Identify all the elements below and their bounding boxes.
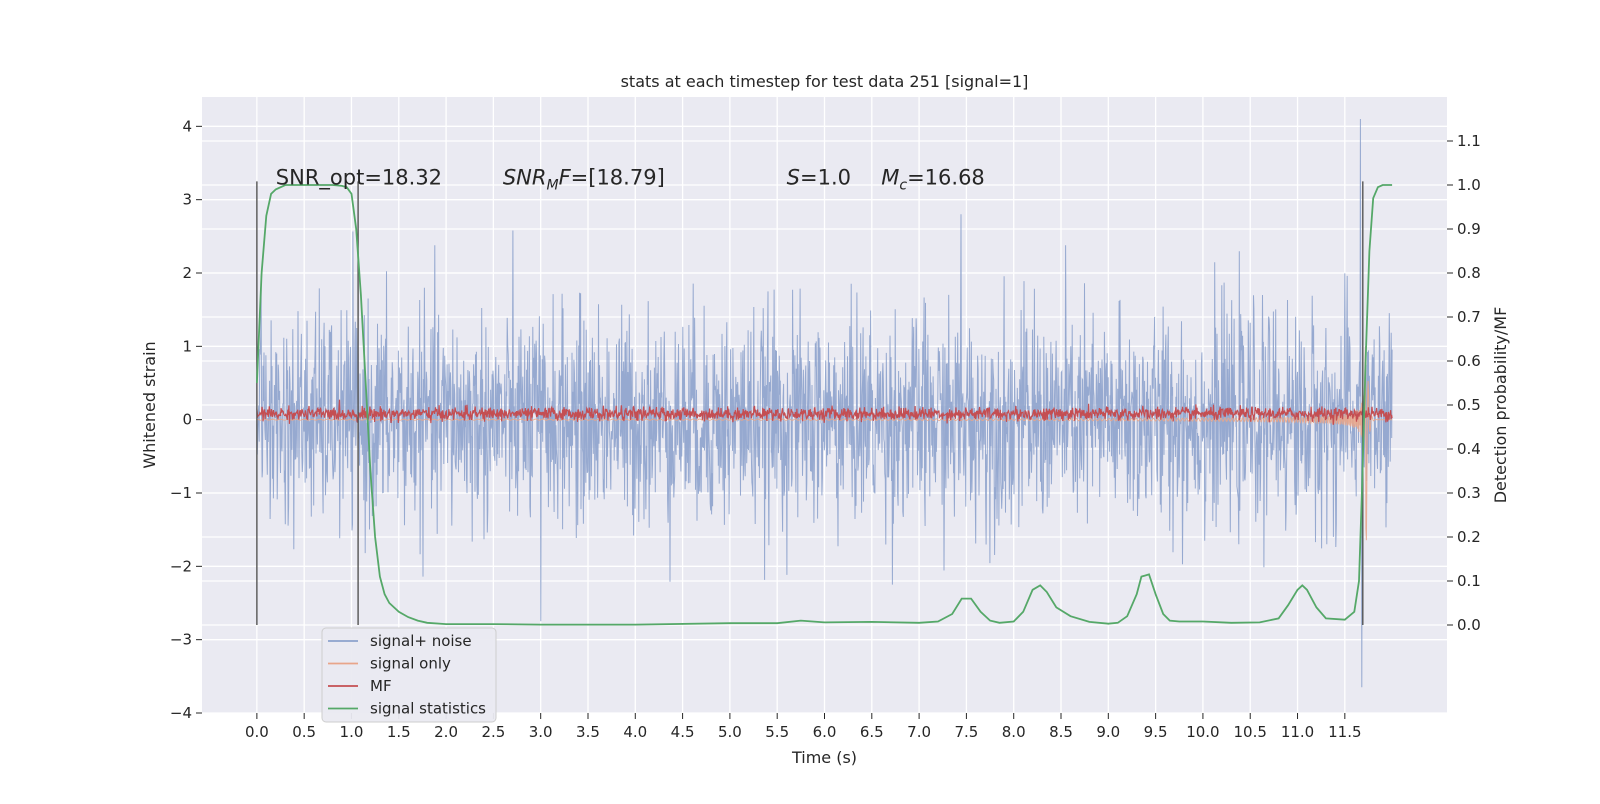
series-signal-statistics (256, 184, 1393, 626)
x-tick-label: 11.5 (1328, 723, 1361, 741)
y-right-tick-label: 0.8 (1457, 264, 1481, 282)
legend-label: signal only (370, 655, 451, 673)
y-right-tick-label: 0.9 (1457, 220, 1481, 238)
x-tick-label: 1.0 (340, 723, 364, 741)
series-mf (256, 399, 1393, 425)
x-tick-label: 5.0 (718, 723, 742, 741)
y-right-tick-label: 0.4 (1457, 440, 1481, 458)
x-tick-label: 0.0 (245, 723, 269, 741)
y-right-tick-label: 0.1 (1457, 572, 1481, 590)
x-tick-label: 7.0 (907, 723, 931, 741)
legend-label: signal+ noise (370, 632, 472, 650)
x-tick-label: 6.5 (860, 723, 884, 741)
y-tick-label: 1 (182, 337, 192, 355)
x-tick-label: 2.0 (434, 723, 458, 741)
x-tick-label: 4.0 (623, 723, 647, 741)
y-tick-label: −4 (170, 704, 192, 722)
y-tick-label: 4 (182, 117, 192, 135)
series-group (256, 118, 1393, 688)
y-tick-label: 2 (182, 264, 192, 282)
annotation-0: SNR_opt=18.32 (276, 166, 442, 191)
x-tick-label: 9.0 (1096, 723, 1120, 741)
legend-box (321, 627, 497, 723)
annotation-3: Mc=16.68 (881, 166, 985, 194)
y-right-tick-label: 0.7 (1457, 308, 1481, 326)
y-right-tick-label: 0.6 (1457, 352, 1481, 370)
y-tick-label: 3 (182, 191, 192, 209)
x-tick-label: 6.0 (813, 723, 837, 741)
y-tick-label: −3 (170, 631, 192, 649)
annotation-1: SNRMF=[18.79] (503, 166, 665, 194)
x-tick-label: 8.0 (1002, 723, 1026, 741)
x-tick-label: 3.0 (529, 723, 553, 741)
x-tick-label: 2.5 (481, 723, 505, 741)
y-right-tick-label: 1.1 (1457, 132, 1481, 150)
x-tick-label: 11.0 (1281, 723, 1314, 741)
x-tick-label: 1.5 (387, 723, 411, 741)
y-right-tick-label: 0.0 (1457, 616, 1481, 634)
legend-label: MF (370, 677, 392, 695)
x-tick-label: 9.5 (1144, 723, 1168, 741)
x-tick-label: 3.5 (576, 723, 600, 741)
x-tick-label: 5.5 (765, 723, 789, 741)
annotation-2: S=1.0 (787, 166, 851, 190)
y-right-tick-label: 0.3 (1457, 484, 1481, 502)
y-tick-label: −1 (170, 484, 192, 502)
y-tick-label: −2 (170, 557, 192, 575)
x-tick-label: 0.5 (292, 723, 316, 741)
y-tick-label: 0 (182, 411, 192, 429)
y-right-tick-label: 0.2 (1457, 528, 1481, 546)
chart-title: stats at each timestep for test data 251… (621, 72, 1029, 91)
legend-label: signal statistics (370, 700, 486, 718)
x-tick-label: 8.5 (1049, 723, 1073, 741)
series-signal-noise (256, 118, 1393, 688)
x-tick-label: 10.5 (1234, 723, 1267, 741)
x-tick-label: 7.5 (954, 723, 978, 741)
axes-group: −4 −3 −2 −1 0 1 2 3 4 0.0 0.1 0.2 0.3 0.4 0.5 0.6 0.7 0.8… (170, 117, 1481, 741)
x-tick-label: 4.5 (671, 723, 695, 741)
y-right-tick-label: 0.5 (1457, 396, 1481, 414)
y-right-tick-label: 1.0 (1457, 176, 1481, 194)
annotations: SNR_opt=18.32 SNRMF=[18.79] S=1.0 Mc=16.68 (276, 166, 985, 194)
legend: signal+ noise signal only MF signal statist… (321, 627, 497, 723)
x-tick-label: 10.0 (1186, 723, 1219, 741)
x-axis-label: Time (s) (791, 748, 857, 767)
y-axis-label: Whitened strain (140, 341, 159, 468)
y-right-axis-label: Detection probability/MF (1491, 307, 1510, 504)
